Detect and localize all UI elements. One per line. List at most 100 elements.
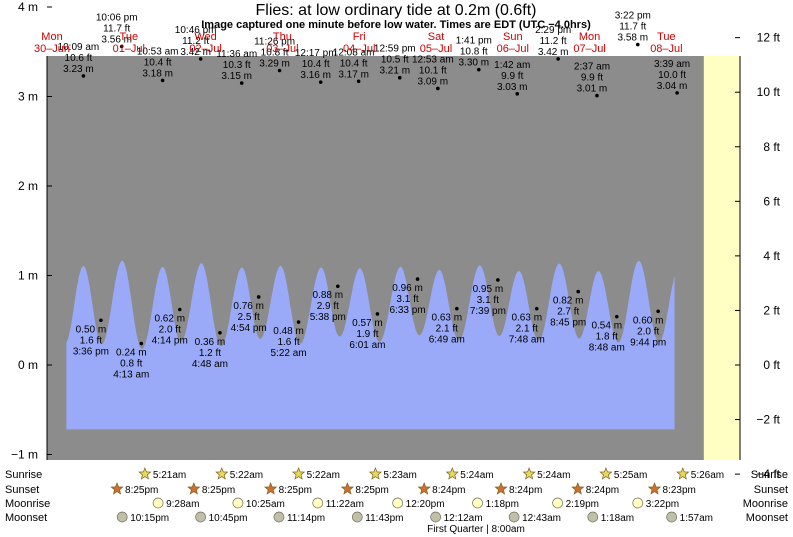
high-tide-time: 12:17 pm (295, 48, 337, 59)
low-tide-metres: 0.95 m (473, 284, 504, 295)
high-tide-metres: 3.23 m (63, 64, 94, 75)
day-date: 07–Jul (573, 43, 605, 55)
high-tide-feet: 10.0 ft (658, 70, 686, 81)
day-name: Sun (503, 31, 523, 43)
moonset-icon (666, 511, 677, 523)
left-tick-label: 4 m (18, 0, 38, 14)
low-tide-time: 4:14 pm (152, 336, 188, 347)
low-tide-time: 6:01 am (349, 340, 385, 351)
low-tide-point (656, 309, 660, 314)
sunrise-time: 5:23am (383, 470, 416, 481)
high-tide-metres: 3.58 m (617, 33, 648, 44)
high-tide-metres: 3.29 m (259, 59, 290, 70)
low-tide-time: 5:38 pm (310, 312, 346, 323)
right-tick-label: −2 ft (756, 413, 780, 427)
moonset-icon (116, 511, 128, 523)
day-name: Mon (579, 31, 600, 43)
high-tide-time: 10:09 am (58, 42, 100, 53)
low-tide-time: 8:45 pm (550, 318, 586, 329)
sunset-icon (494, 482, 508, 495)
low-tide-metres: 0.50 m (76, 324, 107, 335)
low-tide-feet: 2.7 ft (557, 307, 579, 318)
high-tide-feet: 10.4 ft (340, 58, 368, 69)
high-tide-feet: 11.2 ft (182, 36, 209, 47)
low-tide-point (139, 341, 144, 346)
low-tide-point (99, 318, 103, 323)
moonset-icon (430, 511, 441, 523)
moonrise-time: 9:28am (166, 499, 199, 510)
sunset-icon (417, 482, 431, 495)
sunrise-row-label-right: Sunrise (751, 469, 788, 481)
low-tide-point (455, 306, 459, 311)
high-tide-time: 2:37 am (574, 62, 610, 73)
day-name: Fri (353, 31, 366, 43)
day-name: Wed (194, 31, 216, 43)
high-tide-point (318, 80, 323, 84)
sunrise-icon (522, 467, 536, 480)
moonrise-icon (472, 497, 483, 509)
left-tick-label: 3 m (18, 90, 38, 104)
high-tide-metres: 3.30 m (458, 58, 489, 69)
left-tick-label: 0 m (18, 358, 38, 372)
sunset-time: 8:24pm (586, 485, 619, 496)
moonrise-icon (552, 497, 563, 509)
low-tide-metres: 0.36 m (195, 337, 226, 348)
moonset-icon (587, 511, 599, 523)
moonset-time: 10:45pm (209, 513, 248, 524)
right-tick-label: 4 ft (763, 249, 780, 263)
right-tick-label: 2 ft (763, 303, 780, 317)
sunset-icon (110, 482, 124, 495)
low-tide-time: 4:48 am (192, 359, 228, 370)
low-tide-metres: 0.48 m (273, 326, 304, 337)
high-tide-time: 12:08 am (333, 47, 375, 58)
low-tide-feet: 2.0 ft (159, 325, 181, 336)
day-date: 30–Jun (34, 43, 70, 55)
left-tick-label: 1 m (18, 269, 38, 283)
high-tide-metres: 3.01 m (577, 84, 608, 95)
day-labels: Mon30–JunTue01–JulWed02–JulThu03–JulFri0… (34, 31, 683, 55)
high-tide-metres: 3.56 m (101, 34, 132, 45)
day-name: Thu (273, 31, 292, 43)
high-tide-metres: 3.09 m (418, 76, 449, 87)
sunrise-time: 5:24am (460, 470, 493, 481)
sunset-icon (571, 482, 585, 495)
moonset-time: 12:43am (522, 513, 561, 524)
low-tide-point (415, 277, 420, 281)
high-tide-metres: 3.04 m (657, 81, 688, 92)
day-date: 03–Jul (266, 43, 298, 55)
low-tide-time: 5:22 am (271, 348, 307, 359)
moonset-icon (273, 511, 285, 523)
high-tide-metres: 3.42 m (538, 47, 569, 58)
moonset-time: 1:18am (601, 513, 634, 524)
high-tide-point (160, 78, 165, 83)
high-tide-point (198, 57, 203, 61)
high-tide-feet: 10.4 ft (144, 57, 172, 68)
low-tide-point (218, 330, 222, 335)
low-tide-time: 6:49 am (429, 335, 465, 346)
high-tide-time: 11:36 am (216, 49, 257, 60)
high-tide-point (476, 67, 481, 72)
left-tick-label: −1 m (11, 448, 38, 462)
high-tide-time: 10:06 pm (96, 12, 138, 23)
low-tide-metres: 0.96 m (392, 283, 423, 294)
high-tide-time: 3:39 am (654, 59, 690, 70)
low-tide-feet: 3.1 ft (477, 295, 499, 306)
low-tide-time: 4:13 am (113, 370, 149, 381)
low-tide-feet: 3.1 ft (396, 294, 418, 305)
low-tide-point (534, 306, 539, 311)
low-tide-time: 8:48 am (589, 343, 625, 354)
moonrise-time: 1:18pm (486, 499, 519, 510)
sunrise-icon (215, 467, 229, 480)
low-tide-point (256, 295, 261, 299)
moon-phase: First Quarter | 8:00am (427, 524, 525, 535)
sunset-row-label-left: Sunset (5, 484, 39, 496)
high-tide-time: 10:53 am (137, 46, 179, 57)
sunrise-time: 5:22am (307, 470, 340, 481)
high-tide-feet: 9.9 ft (501, 71, 523, 82)
moonrise-time: 2:19pm (566, 499, 599, 510)
right-tick-label: 6 ft (763, 194, 780, 208)
day-date: 08–Jul (650, 43, 682, 55)
low-tide-metres: 0.82 m (553, 296, 584, 307)
moonrise-icon (312, 497, 324, 509)
tide-area (66, 260, 675, 430)
